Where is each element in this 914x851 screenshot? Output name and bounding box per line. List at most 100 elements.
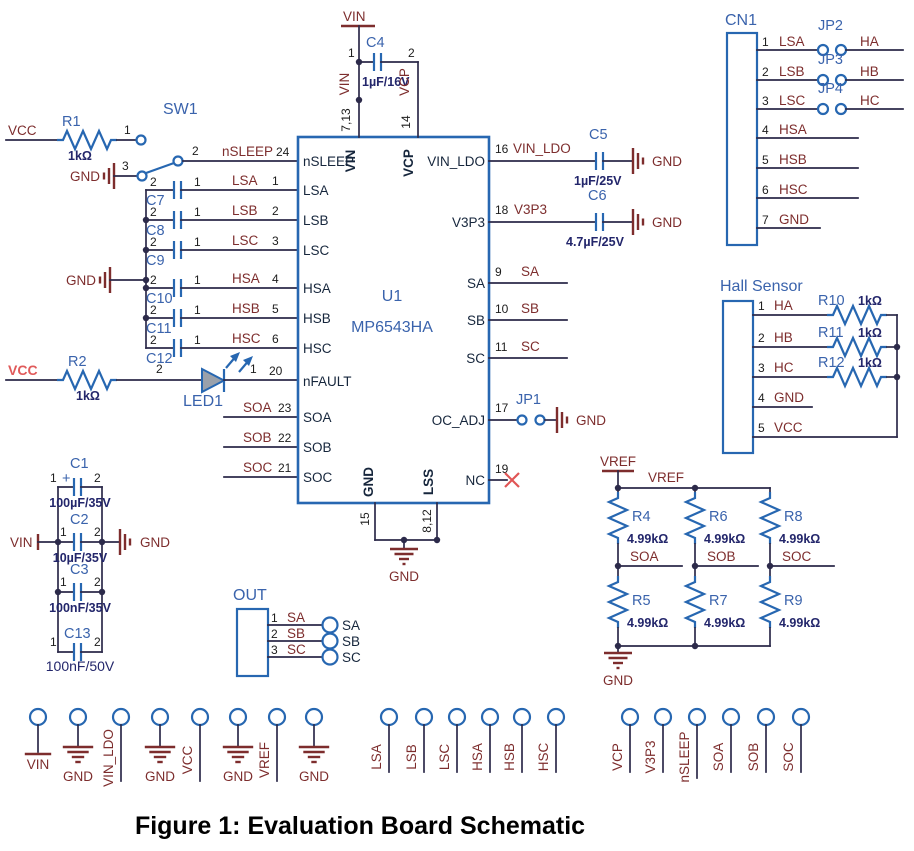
c3-value: 100nF/35V <box>49 601 112 615</box>
hall-row-gnd: 4 GND <box>752 390 813 408</box>
r6-value: 4.99kΩ <box>704 532 745 546</box>
pin-number-14: 14 <box>399 115 413 129</box>
u1-ic: U1 MP6543HA nSLEEP LSA LSB LSC HSA HSB H… <box>296 135 491 505</box>
net-label-hb: HB <box>860 64 879 79</box>
hall-sensor-connector: Hall Sensor 1 HA R10 1kΩ 2 HB R11 1kΩ <box>720 278 901 455</box>
sw1-pin1-terminal <box>135 134 147 146</box>
tp-label: GND <box>223 769 253 784</box>
pin-number-9: 9 <box>495 265 502 279</box>
cn1-net-label: LSA <box>779 34 805 49</box>
pin-number-19: 19 <box>495 462 509 476</box>
r8-symbol <box>759 490 781 546</box>
c8-pin1: 1 <box>194 205 201 219</box>
c2-pin2: 2 <box>94 525 101 539</box>
pin-number-16: 16 <box>495 142 509 156</box>
c4-ref: C4 <box>366 35 385 51</box>
out-row-sc: 3 SC SC <box>267 642 361 666</box>
cn1-ref: CN1 <box>725 12 757 29</box>
gnd-symbol <box>298 745 330 764</box>
c1-pin2: 2 <box>94 471 101 485</box>
jp4-ref: JP4 <box>818 81 843 97</box>
gnd-symbol <box>102 161 116 191</box>
c13-pin1: 1 <box>50 635 57 649</box>
out-terminal-label: SB <box>342 634 360 649</box>
gnd-label-c2: GND <box>140 535 170 550</box>
u1-ref: U1 <box>382 288 403 305</box>
c9-symbol <box>172 239 183 261</box>
sw1-pin3-terminal <box>136 170 148 182</box>
net-label-sa: SA <box>521 264 539 279</box>
c1-pin1: 1 <box>50 471 57 485</box>
gnd-label-c6: GND <box>652 215 682 230</box>
hall-row-hb: 2 HB R11 1kΩ <box>752 325 898 358</box>
out-terminal-label: SA <box>342 618 360 633</box>
c9-pin1: 1 <box>194 235 201 249</box>
net-label-vinldo: VIN_LDO <box>513 141 571 156</box>
cn1-net-label: GND <box>779 212 809 227</box>
c1-ref: C1 <box>70 456 89 472</box>
cn1-net-label: HSA <box>779 122 807 137</box>
gnd-symbol <box>631 207 645 237</box>
test-point-lsa: LSA <box>369 707 399 773</box>
net-label-vref: VREF <box>648 470 684 485</box>
r7-value: 4.99kΩ <box>704 616 745 630</box>
cn1-row-7: 7 GND <box>756 212 821 229</box>
c11-pin1: 1 <box>194 303 201 317</box>
test-point-gnd: GND <box>62 707 94 784</box>
out-ref: OUT <box>233 587 267 604</box>
pin-number-20: 20 <box>269 364 283 378</box>
jp3-ref: JP3 <box>818 52 843 68</box>
hall-pin-number: 5 <box>758 421 765 435</box>
cn1-pin-number: 5 <box>762 153 769 167</box>
net-label-lsa: LSA <box>232 173 258 188</box>
c5-ref: C5 <box>589 127 608 143</box>
u1-pin-hsa: HSA <box>303 281 331 296</box>
no-connect-icon <box>504 472 520 488</box>
jp4-pad <box>816 102 830 116</box>
hall-pin-number: 4 <box>758 391 765 405</box>
input-cap-bank: GND 2 1 C7 LSA 1 2 1 C8 LSB 2 2 <box>66 173 299 367</box>
net-label-hsa: HSA <box>232 271 260 286</box>
test-point-sob: SOB <box>746 707 776 773</box>
test-point-gnd: GND <box>144 707 175 784</box>
c5-symbol <box>594 150 605 172</box>
gnd-symbol <box>602 651 634 670</box>
gnd-symbol <box>62 745 94 764</box>
u1-pin-nc: NC <box>466 473 486 488</box>
net-label-sb: SB <box>521 301 539 316</box>
r5-value: 4.99kΩ <box>627 616 668 630</box>
c10-ref: C10 <box>146 291 173 307</box>
pin-number-24: 24 <box>276 145 290 159</box>
u1-part-number: MP6543HA <box>351 319 433 336</box>
cap-row-c9: 2 1 C9 LSC 3 <box>145 233 299 269</box>
net-label-sob: SOB <box>707 549 736 564</box>
r9-value: 4.99kΩ <box>779 616 820 630</box>
c5-value: 1µF/25V <box>574 174 622 188</box>
cn1-row-6: 6 HSC <box>756 182 859 199</box>
hall-body <box>721 299 755 455</box>
u1-pin-soa: SOA <box>303 410 332 425</box>
gnd-symbol <box>555 405 569 435</box>
test-point-hsa: HSA <box>470 707 500 773</box>
u1-pin-nsleep: nSLEEP <box>303 154 354 169</box>
led-arrow-icon <box>243 356 253 366</box>
u1-pin-vinldo: VIN_LDO <box>427 154 485 169</box>
test-point-nsleep: nSLEEP <box>677 707 707 783</box>
jp4-pad <box>834 102 848 116</box>
hall-pin-number: 3 <box>758 361 765 375</box>
hall-row-hc: 3 HC R12 1kΩ <box>752 355 898 388</box>
led-arrow-icon <box>230 352 240 362</box>
cap-row-c8: 2 1 C8 LSB 2 <box>145 203 299 239</box>
vcc-net-label: VCC <box>8 362 38 378</box>
c13-pin2: 2 <box>94 635 101 649</box>
c11-ref: C11 <box>146 321 172 337</box>
u1-body <box>296 135 491 505</box>
pin-number-3: 3 <box>272 234 279 248</box>
cn1-row-3: 3 LSC JP4 HC <box>756 81 904 116</box>
u1-pin-vin: VIN <box>343 150 358 173</box>
tp-label: SOA <box>711 743 726 772</box>
out-pin-number: 3 <box>271 643 278 657</box>
cn1-pin-number: 1 <box>762 35 769 49</box>
net-label-vin-rot: VIN <box>337 73 352 96</box>
r2-value: 1kΩ <box>76 389 100 403</box>
